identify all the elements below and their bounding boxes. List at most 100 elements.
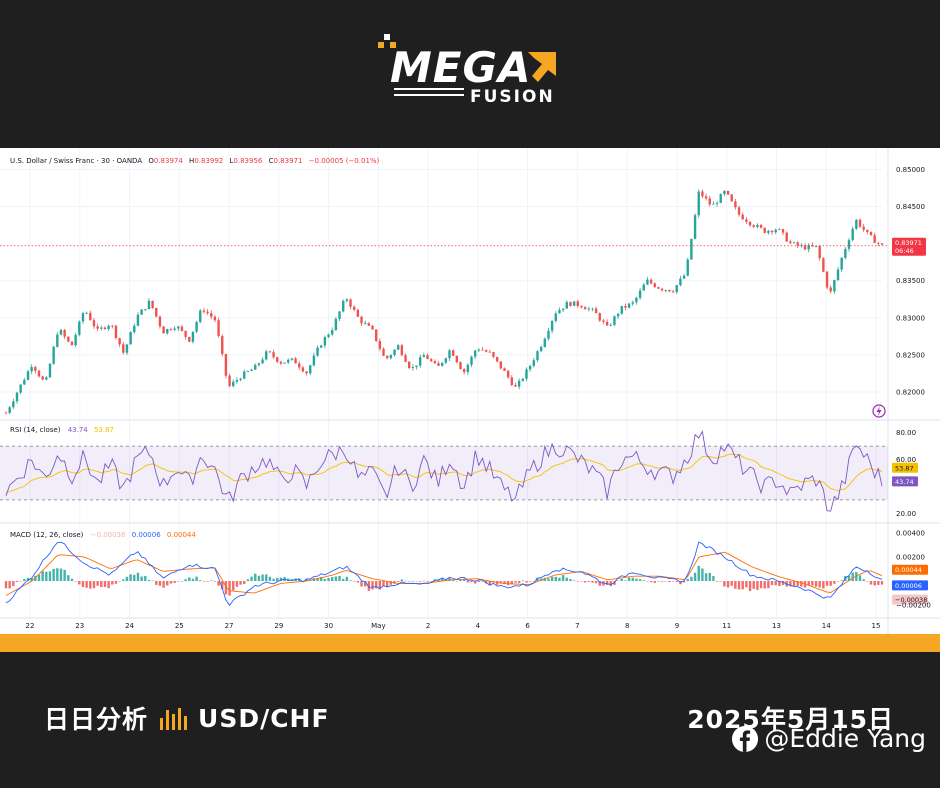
macd-histogram-bar — [8, 581, 11, 589]
candle-body — [869, 231, 873, 236]
candle-body — [525, 369, 528, 379]
time-tick-label: 27 — [225, 622, 234, 630]
time-tick-label: 6 — [525, 622, 530, 630]
rsi-value-text: 43.74 — [68, 426, 89, 434]
macd-histogram-bar — [396, 581, 400, 582]
candle-body — [767, 230, 770, 233]
macd-histogram-bar — [188, 577, 191, 582]
candle-body — [426, 355, 429, 360]
candle-body — [459, 362, 462, 370]
macd-histogram-bar — [550, 576, 554, 582]
candle-body — [19, 384, 22, 393]
candle-body — [15, 392, 19, 402]
macd-histogram-bar — [481, 581, 484, 582]
footer-date: 2025年5月15日 — [687, 705, 894, 734]
candle-body — [85, 312, 88, 314]
candle-body — [514, 384, 517, 387]
candle-body — [316, 347, 319, 356]
candle-body — [81, 313, 85, 322]
price-tick-label: 0.83000 — [896, 314, 925, 322]
candle-body — [305, 371, 308, 374]
candle-body — [52, 346, 55, 364]
candle-body — [484, 350, 488, 352]
candle-body — [598, 313, 601, 321]
candle-body — [587, 308, 590, 310]
candle-body — [686, 259, 689, 276]
macd-histogram-bar — [851, 572, 854, 582]
macd-histogram-bar — [356, 581, 360, 583]
candle-body — [451, 350, 455, 356]
macd-histogram-bar — [642, 580, 645, 582]
candle-body — [602, 320, 605, 322]
macd-signal-tag-text: 0.00044 — [895, 566, 922, 574]
candle-body — [877, 242, 880, 244]
macd-histogram-bar — [243, 581, 246, 585]
macd-histogram-bar — [367, 581, 371, 591]
macd-histogram-bar — [345, 576, 349, 582]
rsi-tick-label: 20.00 — [896, 510, 916, 518]
macd-histogram-bar — [89, 581, 92, 589]
macd-histogram-bar — [836, 581, 840, 582]
rsi-tick-label: 80.00 — [896, 429, 916, 437]
candle-body — [404, 355, 407, 362]
candle-body — [448, 350, 451, 359]
candle-body — [276, 357, 279, 362]
macd-tick-label: −0.00200 — [896, 602, 931, 610]
macd-histogram-bar — [781, 581, 785, 586]
macd-histogram-bar — [166, 581, 169, 586]
candle-body — [785, 232, 788, 242]
bolt-icon[interactable] — [872, 404, 886, 418]
macd-histogram-bar — [561, 575, 565, 582]
time-tick-label: 9 — [675, 622, 679, 630]
candle-body — [561, 308, 565, 310]
macd-histogram-bar — [276, 578, 279, 582]
candle-body — [111, 325, 114, 327]
candle-body — [701, 191, 704, 197]
candle-body — [682, 275, 686, 279]
macd-histogram-bar — [748, 581, 752, 592]
rsi-label: RSI (14, close) — [10, 426, 61, 434]
macd-histogram-bar — [866, 581, 869, 582]
macd-histogram-bar — [517, 581, 521, 584]
candle-body — [858, 219, 862, 227]
macd-histogram-bar — [862, 579, 865, 582]
macd-histogram-bar — [671, 581, 675, 582]
candle-body — [378, 341, 382, 349]
macd-histogram-bar — [510, 581, 514, 585]
candle-body — [89, 312, 92, 321]
candle-body — [437, 363, 440, 366]
candle-body — [158, 316, 162, 327]
macd-histogram-bar — [719, 581, 722, 582]
candle-body — [576, 301, 579, 307]
last-price-value: 0.83971 — [895, 239, 922, 247]
macd-histogram-bar — [701, 568, 704, 582]
candle-body — [228, 375, 231, 387]
rsi-ma-value-text: 53.87 — [94, 426, 114, 434]
candle-body — [462, 369, 466, 373]
macd-histogram-bar — [48, 571, 52, 582]
candle-body — [565, 302, 568, 309]
macd-histogram-bar — [429, 581, 433, 582]
rsi-value-tag — [892, 476, 918, 487]
macd-histogram-bar — [56, 568, 59, 582]
candle-body — [477, 349, 481, 351]
candle-body — [466, 364, 470, 373]
logo-subword: FUSION — [470, 87, 555, 107]
macd-histogram-bar — [349, 580, 352, 582]
time-tick-label: 7 — [575, 622, 579, 630]
candle-body — [202, 310, 206, 312]
macd-hist-value-text: −0.00038 — [91, 531, 126, 539]
logo-arrow — [528, 52, 556, 82]
candle-body — [748, 221, 752, 226]
candle-body — [759, 224, 763, 228]
macd-histogram-bar — [34, 575, 37, 582]
macd-histogram-bar — [177, 581, 180, 582]
macd-histogram-bar — [789, 581, 792, 587]
macd-histogram-bar — [92, 581, 96, 589]
macd-histogram-bar — [407, 581, 411, 582]
candle-body — [239, 378, 242, 381]
macd-histogram-bar — [767, 581, 770, 589]
macd-histogram-bar — [774, 581, 777, 586]
macd-histogram-bar — [129, 574, 132, 582]
macd-histogram-bar — [704, 573, 708, 582]
